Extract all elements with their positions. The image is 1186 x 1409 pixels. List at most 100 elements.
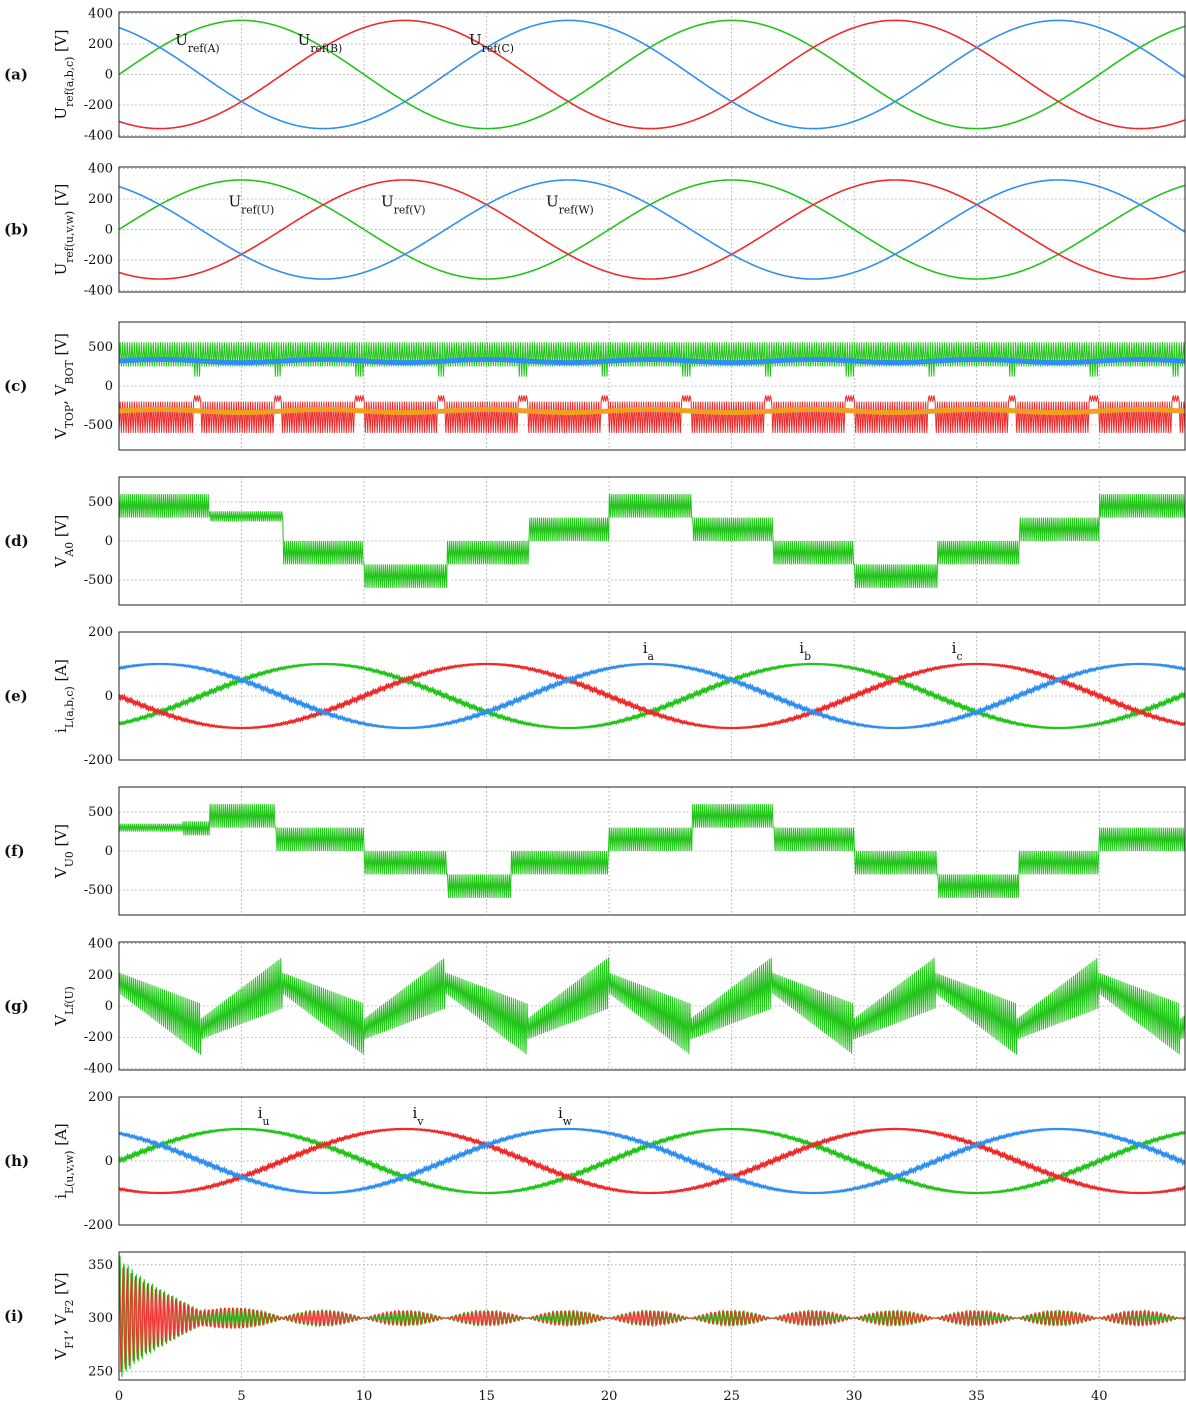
label-subscript: c (956, 649, 962, 662)
y-label-base: i (52, 1194, 70, 1199)
y-axis-label: VLf(U) (52, 986, 76, 1027)
label-base: i (643, 639, 648, 657)
plot-frame (118, 476, 1186, 606)
y-tick-label: -200 (84, 1030, 113, 1045)
label-subscript: a (648, 649, 655, 662)
panel-tag: (f) (4, 842, 25, 860)
y-tick-label: -200 (84, 753, 113, 768)
series-sawband (119, 957, 1185, 1055)
panel-tag: (h) (4, 1152, 29, 1170)
y-label-unit: [V] (52, 515, 70, 542)
series-group (119, 179, 1185, 280)
series-average (119, 357, 1185, 366)
y-tick-label: -400 (84, 1061, 113, 1076)
series-group (119, 662, 1185, 730)
series-group (119, 494, 1185, 588)
series-band (119, 342, 1185, 377)
y-tick-label: 0 (105, 379, 113, 394)
y-tick-label: 0 (105, 689, 113, 704)
label-base: i (799, 639, 804, 657)
y-tick-label: -200 (84, 98, 113, 113)
series-group (119, 1255, 1185, 1378)
y-tick-label: 400 (88, 937, 113, 952)
label-base: U (381, 193, 394, 211)
y-tick-label: 200 (88, 37, 113, 52)
series-group (119, 342, 1185, 433)
y-tick-label: 250 (88, 1364, 113, 1379)
series-annotation: iw (558, 1104, 573, 1128)
y-axis-label: Uref(u,v,w) [V] (52, 184, 76, 276)
x-tick-label: 20 (601, 1389, 618, 1404)
y-label-mid: , V (52, 1313, 70, 1335)
series-line (119, 662, 1185, 730)
plot-frame (118, 631, 1186, 761)
series-line (119, 19, 1185, 130)
label-base: U (228, 193, 241, 211)
y-label-unit: [A] (52, 1123, 70, 1150)
y-axis-label: Uref(a,b,c) [V] (52, 29, 76, 119)
x-tick-label: 25 (723, 1389, 740, 1404)
y-tick-label: -500 (84, 418, 113, 433)
y-tick-label: -400 (84, 283, 113, 298)
y-tick-label: 350 (88, 1258, 113, 1273)
panel-tag: (i) (4, 1307, 24, 1325)
x-tick-label: 15 (478, 1389, 495, 1404)
y-tick-label: 0 (105, 68, 113, 83)
series-oscillation (119, 1260, 1185, 1372)
label-subscript: ref(C) (482, 41, 514, 54)
series-annotation: iv (413, 1104, 425, 1128)
y-label-base: i (52, 728, 70, 733)
y-axis-label: VF1, VF2 [V] (52, 1272, 76, 1360)
y-label-sub: TOP (63, 405, 76, 428)
y-tick-label: 0 (105, 999, 113, 1014)
y-label-unit: [V] (52, 184, 70, 211)
label-subscript: v (416, 1114, 424, 1127)
series-line (119, 179, 1185, 280)
y-label-sub: ref(a,b,c) (63, 57, 76, 107)
x-tick-label: 5 (237, 1389, 245, 1404)
y-tick-label: 500 (88, 495, 113, 510)
y-tick-label: -400 (84, 128, 113, 143)
y-tick-label: 500 (88, 805, 113, 820)
y-label-base: V (52, 1014, 70, 1027)
series-annotation: Uref(A) (175, 31, 219, 55)
series-line (119, 19, 1185, 130)
plot-frame (118, 1251, 1186, 1381)
series-annotation: Uref(V) (381, 193, 425, 217)
y-tick-label: 0 (105, 1154, 113, 1169)
series-annotation: Uref(C) (469, 31, 514, 55)
series-oscillation (119, 1255, 1185, 1378)
plot-frame (118, 11, 1186, 138)
y-tick-label: 200 (88, 1090, 113, 1105)
panel-tag: (g) (4, 997, 29, 1015)
y-axis-label: VA0 [V] (52, 515, 76, 569)
series-line (119, 179, 1185, 280)
label-base: U (469, 31, 482, 49)
plot-frame (118, 941, 1186, 1071)
label-subscript: ref(V) (394, 203, 426, 216)
label-base: i (413, 1104, 418, 1122)
series-band (119, 395, 1185, 433)
panel-c: 500 0 -500 VTOP, VBOT [V] (c) (4, 321, 1186, 451)
panel-f: 500 0 -500 VU0 [V] (f) (4, 786, 1186, 916)
y-label-sub2: F2 (63, 1300, 76, 1314)
label-subscript: w (563, 1114, 573, 1127)
y-tick-label: 0 (105, 223, 113, 238)
y-label-sub: U0 (63, 851, 76, 867)
label-subscript: u (263, 1114, 270, 1127)
y-label-sub: F1 (63, 1334, 76, 1348)
y-label-base: V (52, 555, 70, 568)
x-tick-label: 40 (1091, 1389, 1108, 1404)
series-annotation: ia (643, 639, 655, 663)
label-subscript: ref(U) (241, 203, 274, 216)
y-label-mid: , V (52, 383, 70, 405)
series-line (119, 662, 1185, 730)
y-tick-label: 200 (88, 192, 113, 207)
panel-g: 400 200 0 -200 -400 VLf(U) (g) (4, 937, 1186, 1076)
y-label-sub2: BOT (63, 359, 76, 384)
y-axis-label: iL(u,v,w) [A] (52, 1123, 76, 1199)
y-tick-label: 200 (88, 968, 113, 983)
